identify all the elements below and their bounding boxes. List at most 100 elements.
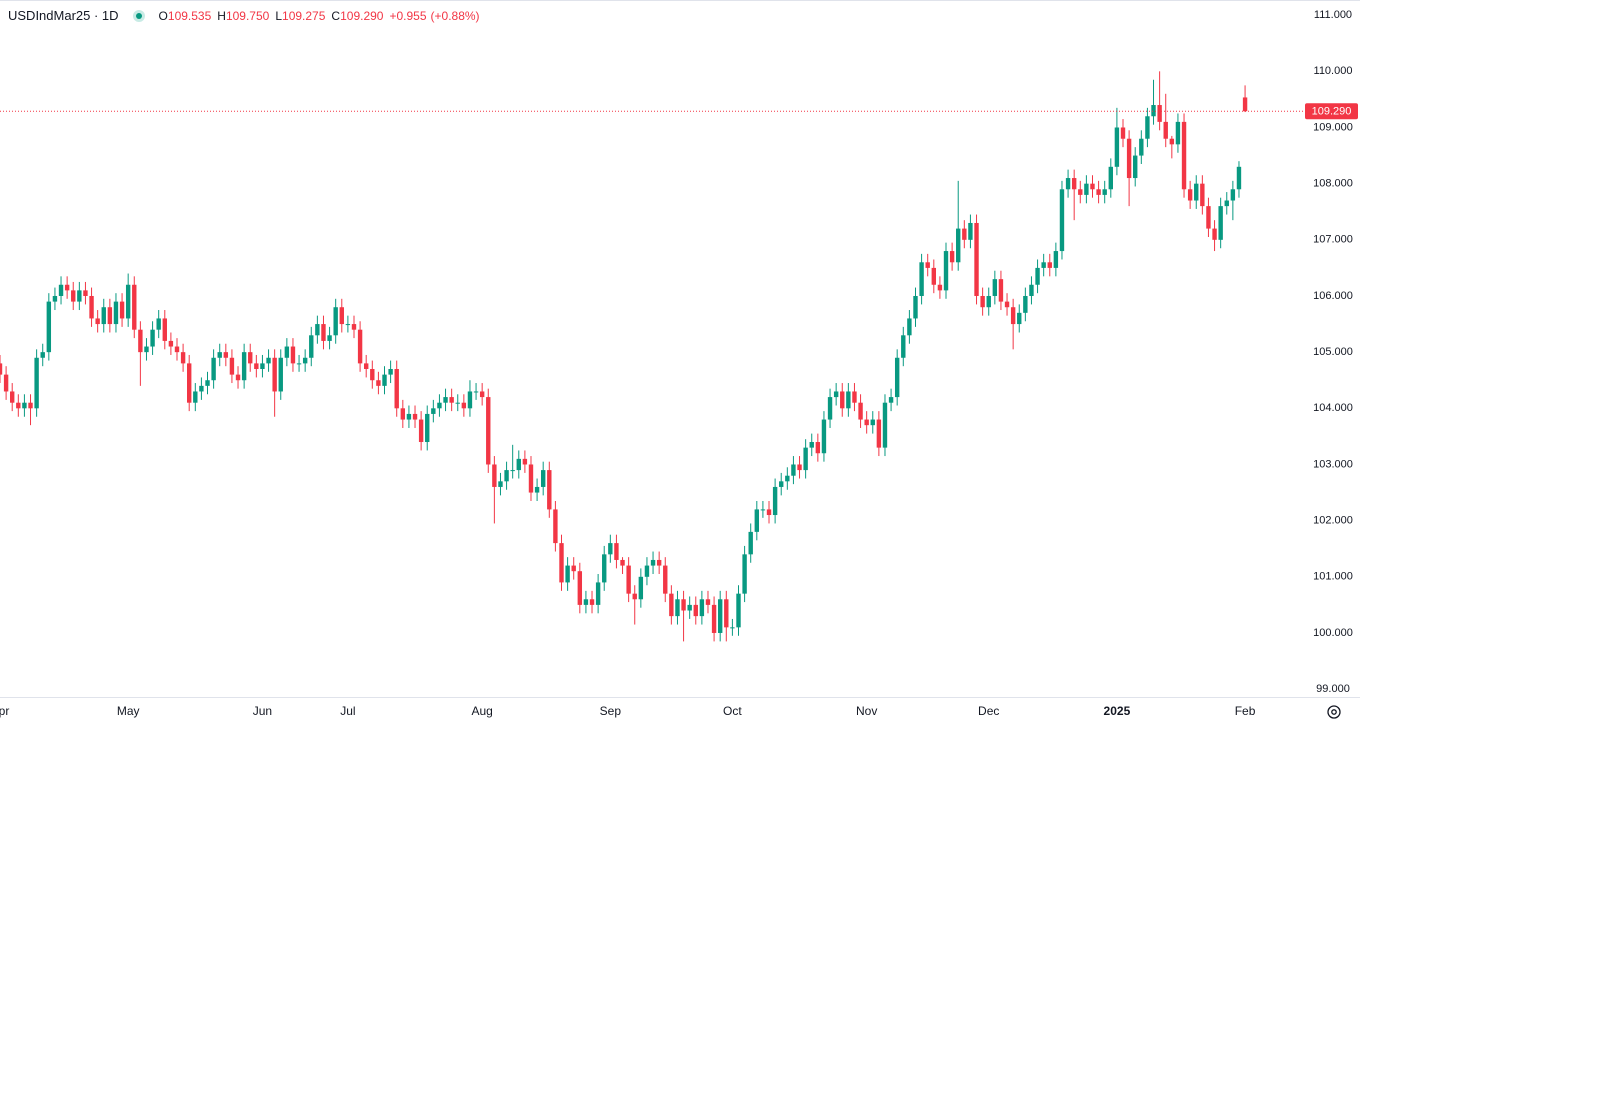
candle-body xyxy=(461,402,467,409)
y-tick-label: 101.000 xyxy=(1313,571,1353,583)
candle-body xyxy=(309,335,314,358)
candle-body xyxy=(1035,267,1040,285)
candle-body xyxy=(736,593,741,628)
change: +0.955 xyxy=(389,8,427,23)
candle-body xyxy=(34,357,39,409)
candle-body xyxy=(296,363,302,365)
candle-body xyxy=(919,262,924,296)
candle-body xyxy=(1230,189,1236,201)
candle-body xyxy=(1017,312,1022,325)
candle-body xyxy=(705,599,711,605)
candle-body xyxy=(363,363,369,369)
candle-body xyxy=(162,318,167,341)
candle-body xyxy=(315,324,320,336)
candle-body xyxy=(284,346,290,358)
candle-body xyxy=(669,593,674,617)
candle-body xyxy=(290,346,296,364)
candle-body xyxy=(632,593,637,600)
candle-body xyxy=(803,447,808,471)
candle-body xyxy=(52,295,58,302)
candle-body xyxy=(730,627,735,629)
candle-body xyxy=(626,565,631,594)
candle-body xyxy=(241,352,247,381)
candle-body xyxy=(64,284,70,291)
candle-body xyxy=(28,402,33,409)
candle-body xyxy=(577,571,583,605)
candle-body xyxy=(113,301,119,325)
candle-body xyxy=(742,554,747,594)
candle-body xyxy=(254,363,259,369)
candle-body xyxy=(589,599,595,605)
candle-body xyxy=(1145,116,1150,139)
candle-body xyxy=(174,346,180,353)
candle-body xyxy=(894,357,900,398)
change-percent: (+0.88%) xyxy=(430,8,480,23)
candle-body xyxy=(138,329,143,353)
candle-body xyxy=(846,391,851,409)
candle-body xyxy=(193,391,198,403)
symbol[interactable]: USDIndMar25 · 1D xyxy=(8,8,119,23)
candle-body xyxy=(748,531,753,555)
candle-body xyxy=(699,599,705,617)
candle-body xyxy=(534,486,540,493)
settings-ring xyxy=(1327,705,1341,719)
candle-body xyxy=(1194,183,1199,201)
x-tick-label: Apr xyxy=(0,704,9,718)
candle-body xyxy=(1175,121,1181,145)
candle-body xyxy=(71,290,76,302)
candle-body xyxy=(760,509,766,511)
y-tick-label: 100.000 xyxy=(1313,627,1353,639)
x-tick-label: 2025 xyxy=(1104,704,1131,718)
candle-body xyxy=(693,604,698,617)
candle-body xyxy=(504,470,509,482)
candle-body xyxy=(1206,206,1211,229)
open-letter: O xyxy=(158,8,168,23)
candle-body xyxy=(351,324,357,330)
candles xyxy=(0,71,1248,642)
candle-body xyxy=(95,318,100,325)
y-tick-label: 99.000 xyxy=(1316,683,1350,695)
candle-body xyxy=(974,222,979,296)
candle-body xyxy=(785,475,790,482)
candle-body xyxy=(10,391,15,403)
x-tick-label: Jul xyxy=(340,704,355,718)
candle-body xyxy=(571,565,576,572)
candle-body xyxy=(205,380,210,386)
settings-icon[interactable] xyxy=(1327,705,1341,719)
candle-body xyxy=(223,352,229,358)
status-dot xyxy=(132,9,145,22)
candle-body xyxy=(943,251,949,291)
candle-body xyxy=(180,352,186,364)
candle-body xyxy=(1090,183,1095,190)
candle-body xyxy=(956,228,961,263)
candle-body xyxy=(1242,97,1248,112)
candle-body xyxy=(83,290,88,296)
candle-body xyxy=(876,419,882,448)
candle-body xyxy=(1023,295,1028,313)
candle-body xyxy=(687,604,692,611)
x-tick-label: May xyxy=(117,704,140,718)
candle-body xyxy=(1139,138,1144,156)
candle-body xyxy=(528,464,534,493)
candle-body xyxy=(1041,262,1046,268)
candle-body xyxy=(992,279,998,296)
candle-body xyxy=(125,284,131,319)
candle-body xyxy=(858,402,863,420)
candle-body xyxy=(791,464,796,476)
candle-body xyxy=(620,559,625,566)
candle-body xyxy=(357,329,363,364)
candle-body xyxy=(1133,155,1138,179)
candle-body xyxy=(980,295,985,308)
candle-body xyxy=(516,458,521,471)
candle-body xyxy=(1169,138,1175,145)
candle-body xyxy=(1163,121,1168,139)
candle-body xyxy=(449,397,454,403)
candle-body xyxy=(431,408,436,414)
y-tick-label: 109.000 xyxy=(1313,121,1353,133)
candle-body xyxy=(1010,307,1016,325)
candle-body xyxy=(3,374,9,392)
candle-body xyxy=(144,346,149,353)
candle-body xyxy=(107,307,113,325)
x-tick-label: Jun xyxy=(253,704,272,718)
